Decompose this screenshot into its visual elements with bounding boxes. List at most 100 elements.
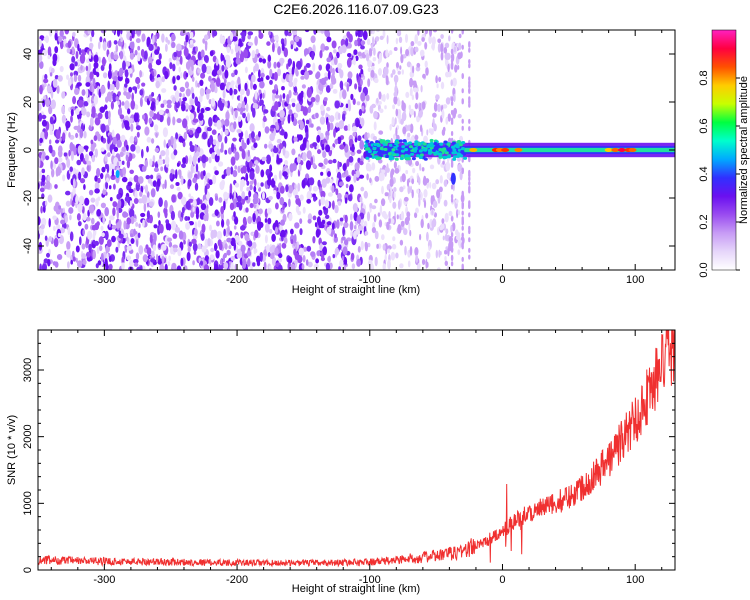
spectrogram-cell (89, 36, 93, 42)
spectrogram-cell (273, 34, 279, 42)
spectrogram-cell (96, 167, 101, 178)
spectrogram-cell (166, 103, 172, 109)
spectrogram-cell (268, 31, 271, 36)
spectrogram-cell (278, 170, 282, 180)
spectrogram-cell (325, 262, 330, 270)
spectrogram-cell (161, 33, 165, 43)
spectrogram-cell (405, 49, 410, 57)
spectrogram-cell (378, 219, 383, 228)
spectrogram-cell (201, 154, 207, 164)
spectrogram-cell (192, 156, 197, 166)
spectrogram-cell (404, 245, 407, 256)
spectrogram-cell (435, 249, 438, 259)
spectrogram-cell (158, 223, 164, 234)
spectrogram-cell (274, 94, 280, 99)
spectrogram-cell (146, 136, 152, 143)
spectrogram-cell (241, 149, 246, 160)
signal-cell (408, 141, 412, 145)
spectrogram-cell (372, 36, 375, 46)
spectrogram-cell (269, 68, 273, 78)
spectrogram-cell (241, 33, 246, 43)
spectrogram-cell (271, 233, 276, 242)
spectrogram-cell (326, 36, 332, 43)
spectrogram-cell (176, 75, 181, 81)
spectrogram-cell (279, 185, 285, 194)
spectrogram-cell (220, 206, 225, 215)
spectrogram-cell (39, 187, 45, 193)
spectrogram-cell (197, 157, 201, 163)
spectrogram-cell (258, 208, 263, 215)
spectrogram-cell (468, 102, 471, 108)
spectrogram-cell (450, 261, 454, 267)
spectrogram-cell (52, 78, 58, 88)
signal-cell (459, 154, 464, 158)
spectrogram-cell (167, 39, 171, 45)
spectrogram-cell (457, 163, 463, 172)
spectrogram-cell (437, 38, 442, 44)
spectrogram-cell (276, 138, 282, 144)
spectrogram-cell (60, 219, 66, 225)
spectrogram-cell (229, 202, 235, 211)
signal-cell (452, 155, 457, 159)
spectrogram-cell (248, 190, 252, 198)
spectrogram-cell (210, 247, 215, 253)
spectrogram-cell (397, 112, 402, 119)
spectrogram-cell (247, 216, 253, 224)
spectrogram-cell (151, 51, 155, 60)
spectrogram-cell (316, 134, 321, 143)
spectrogram-cell (38, 158, 41, 168)
spectrogram-cell (321, 143, 325, 151)
spectrogram-cell (121, 262, 125, 270)
spectrogram-cell (194, 228, 198, 237)
spectrogram-cell (49, 116, 54, 125)
spectrogram-cell (121, 256, 125, 265)
spectrogram-cell (468, 126, 471, 132)
spectrogram-cell (253, 160, 259, 165)
spectrogram-cell (195, 206, 200, 216)
spectrogram-cell (233, 225, 237, 230)
spectrogram-cell (94, 181, 100, 190)
spectrogram-cell (412, 65, 415, 74)
spectrogram-cell (83, 130, 87, 139)
spectrogram-cell (106, 91, 112, 102)
spectrogram-cell (366, 38, 371, 46)
spectrogram-cell (61, 91, 66, 99)
spectrogram-cell (86, 111, 91, 118)
spectrogram-cell (204, 185, 208, 196)
signal-cell (446, 142, 451, 146)
spectrogram-cell (325, 144, 331, 153)
spectrogram-cell (395, 252, 399, 259)
spectrogram-cell (93, 95, 99, 105)
spectrogram-cell (146, 145, 149, 153)
spectrogram-cell (146, 210, 150, 220)
spectrogram-cell (175, 100, 180, 109)
spectrogram-cell (59, 227, 66, 234)
spectrogram-cell (264, 143, 268, 149)
signal-cell (443, 140, 448, 144)
spectrogram-cell (395, 61, 400, 69)
spectrogram-cell (38, 216, 41, 226)
spectrogram-cell (212, 30, 218, 37)
spectrogram-cell (207, 237, 211, 247)
spectrogram-cell (450, 96, 454, 102)
spectrogram-cell (108, 185, 112, 190)
spectrogram-cell (291, 66, 295, 75)
spectrogram-cell (319, 132, 324, 141)
spectrogram-cell (410, 185, 412, 194)
spectrogram-cell (69, 214, 72, 221)
spectrogram-cell (181, 206, 185, 214)
spectrogram-cell (258, 57, 263, 63)
spectrogram-cell (438, 249, 441, 258)
spectrogram-cell (468, 225, 471, 231)
spectrogram-cell (453, 93, 456, 103)
spectrogram-cell (265, 75, 270, 81)
spectrogram-cell (364, 241, 368, 252)
spectrogram-cell (49, 145, 53, 154)
spectrogram-cell (230, 156, 236, 166)
spectrogram-cell (393, 187, 397, 192)
spectrogram-cell (213, 166, 217, 172)
spectrogram-cell (107, 136, 111, 145)
spectrogram-cell (48, 30, 53, 37)
spectrogram-cell (343, 125, 349, 131)
spectrogram-cell (355, 170, 360, 178)
